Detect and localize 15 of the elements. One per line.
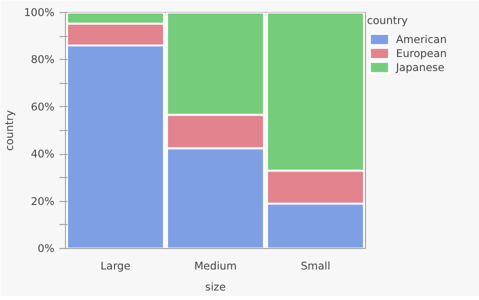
legend-label: Japanese xyxy=(396,60,444,74)
y-tick-label: 20% xyxy=(30,194,54,208)
legend-label: American xyxy=(396,32,447,46)
legend-label: European xyxy=(396,46,447,60)
y-tick-label: 80% xyxy=(30,53,54,66)
y-axis-title: country xyxy=(3,110,16,151)
x-axis-title: size xyxy=(205,280,226,294)
x-tick-label: Large xyxy=(100,260,130,272)
y-tick-label: 0% xyxy=(38,242,54,255)
legend-title: country xyxy=(367,14,409,27)
y-tick-label: 60% xyxy=(30,100,54,114)
x-tick-label: Small xyxy=(300,260,330,272)
y-tick-label: 100% xyxy=(24,6,55,19)
y-tick-label: 40% xyxy=(30,148,54,161)
x-tick-label: Medium xyxy=(194,260,237,272)
